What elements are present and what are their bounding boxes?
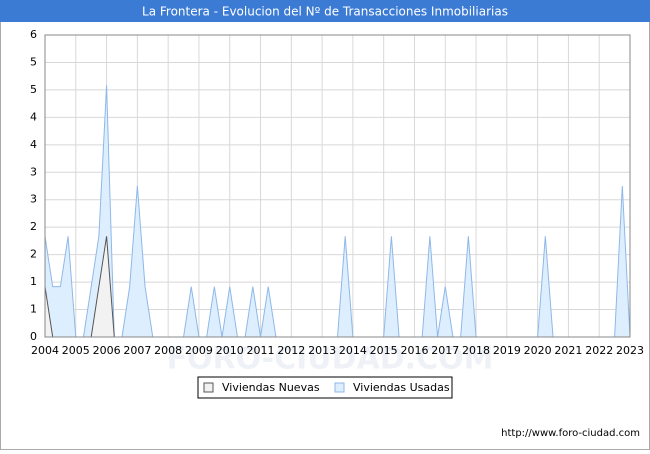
plot-border	[44, 34, 631, 338]
x-tick-label: 2016	[400, 344, 428, 357]
x-tick-label: 2007	[123, 344, 151, 357]
y-tick-label: 3	[30, 193, 37, 206]
x-tick-label: 2011	[247, 344, 275, 357]
x-tick-label: 2020	[524, 344, 552, 357]
y-tick-label: 2	[30, 220, 37, 233]
y-tick-label: 1	[30, 275, 37, 288]
x-tick-label: 2017	[431, 344, 459, 357]
legend-label: Viviendas Usadas	[353, 381, 450, 394]
plot: 0 1 1 2 2 3 3 4 4 5 5 6 2004 2005 2006 2007 2008 2009 2010…	[30, 28, 644, 357]
chart-title: La Frontera - Evolucion del Nº de Transa…	[142, 5, 508, 19]
legend-swatch	[203, 382, 214, 393]
x-tick-label: 2022	[585, 344, 613, 357]
x-tick-label: 2010	[216, 344, 244, 357]
x-tick-label: 2015	[370, 344, 398, 357]
y-tick-label: 5	[30, 55, 37, 68]
x-tick-label: 2004	[31, 344, 59, 357]
watermark: FORO-CIUDAD.COM	[167, 342, 494, 377]
y-tick-label: 0	[30, 330, 37, 343]
source: http://www.foro-ciudad.com	[501, 428, 640, 439]
x-tick-label: 2023	[616, 344, 644, 357]
x-tick-label: 2008	[154, 344, 182, 357]
legend-swatch	[334, 382, 345, 393]
x-tick-label: 2009	[185, 344, 213, 357]
y-tick-label: 1	[30, 303, 37, 316]
x-tick-label: 2014	[339, 344, 367, 357]
x-tick-label: 2019	[493, 344, 521, 357]
x-tick-label: 2021	[554, 344, 582, 357]
y-tick-label: 5	[30, 83, 37, 96]
legend	[197, 376, 453, 399]
x-tick-label: 2012	[277, 344, 305, 357]
y-tick-label: 4	[30, 138, 37, 151]
y-tick-label: 2	[30, 248, 37, 261]
legend-label: Viviendas Nuevas	[222, 381, 320, 394]
y-tick-label: 4	[30, 110, 37, 123]
title-bar	[0, 0, 650, 22]
x-tick-label: 2005	[62, 344, 90, 357]
x-tick-label: 2013	[308, 344, 336, 357]
y-tick-label: 6	[30, 28, 37, 41]
y-tick-label: 3	[30, 165, 37, 178]
x-tick-label: 2006	[93, 344, 121, 357]
x-tick-label: 2018	[462, 344, 490, 357]
